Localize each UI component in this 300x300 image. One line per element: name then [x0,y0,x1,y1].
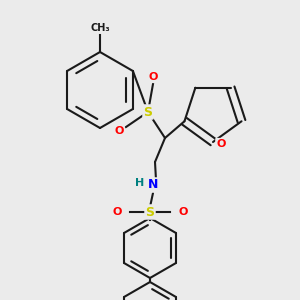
Text: S: S [146,206,154,218]
Text: O: O [148,72,158,82]
Text: O: O [114,126,124,136]
Text: N: N [148,178,158,191]
Text: H: H [135,178,145,188]
Text: O: O [216,139,226,149]
Text: O: O [178,207,188,217]
Text: S: S [143,106,152,118]
Text: CH₃: CH₃ [90,23,110,33]
Text: O: O [112,207,122,217]
